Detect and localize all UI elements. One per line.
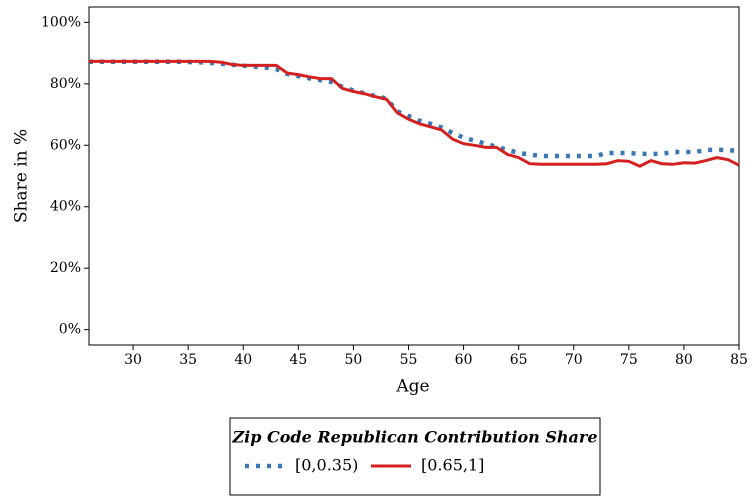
x-tick-label: 45	[289, 352, 307, 368]
x-tick-label: 30	[124, 352, 142, 368]
y-tick-label: 0%	[59, 322, 81, 338]
plot-frame	[88, 6, 740, 346]
x-tick-label: 60	[455, 352, 473, 368]
x-tick-label: 65	[510, 352, 528, 368]
y-axis-label: Share in %	[12, 129, 32, 223]
legend-box	[229, 417, 601, 496]
legend-label: [0,0.35)	[295, 456, 358, 475]
series-line	[89, 59, 740, 168]
x-tick-label: 80	[675, 352, 693, 368]
y-tick-label: 100%	[41, 14, 81, 30]
x-tick-label: 85	[730, 352, 748, 368]
y-tick-label: 80%	[50, 76, 81, 92]
x-tick-label: 75	[620, 352, 638, 368]
series-line	[89, 59, 740, 159]
x-tick-label: 40	[234, 352, 252, 368]
x-tick-label: 35	[179, 352, 197, 368]
y-tick-label: 20%	[50, 260, 81, 276]
x-tick-label: 55	[400, 352, 418, 368]
legend-label: [0.65,1]	[421, 456, 484, 475]
y-tick-label: 40%	[50, 199, 81, 215]
x-tick-label: 70	[565, 352, 583, 368]
y-tick-label: 60%	[50, 137, 81, 153]
legend-title: Zip Code Republican Contribution Share	[231, 428, 597, 447]
x-axis-label: Age	[395, 377, 429, 397]
x-tick-label: 50	[344, 352, 362, 368]
